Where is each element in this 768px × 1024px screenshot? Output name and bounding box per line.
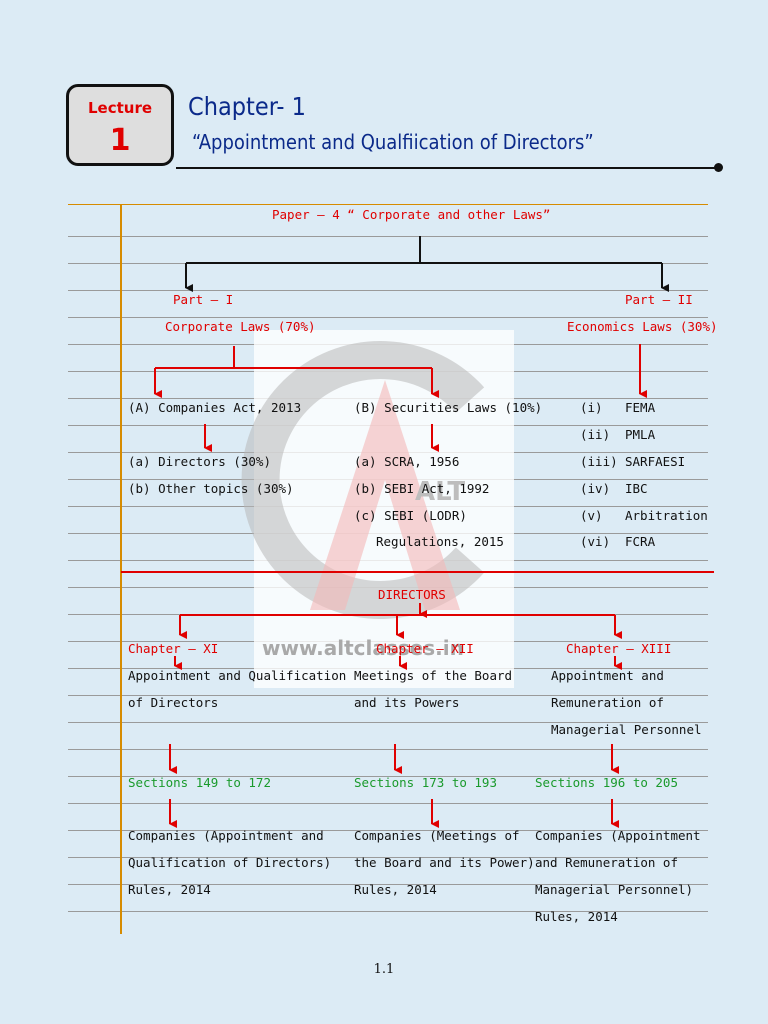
part2-name: Economics Laws (30%) bbox=[567, 319, 718, 334]
ruled-line bbox=[68, 803, 708, 804]
chapter-xiii-rules: Companies (Appointment bbox=[535, 828, 701, 843]
chapter-xi-desc: Appointment and Qualification bbox=[128, 668, 347, 683]
chapter-xii-desc: Meetings of the Board bbox=[354, 668, 513, 683]
lecture-number: 1 bbox=[109, 123, 131, 158]
ruled-line bbox=[68, 236, 708, 237]
part1-name: Corporate Laws (70%) bbox=[165, 319, 316, 334]
chapter-xii-desc: and its Powers bbox=[354, 695, 460, 710]
ruled-line bbox=[68, 695, 708, 696]
chapter-xii-rules: the Board and its Power) bbox=[354, 855, 535, 870]
chapter-xi-desc: of Directors bbox=[128, 695, 219, 710]
lecture-label: Lecture bbox=[87, 99, 153, 117]
chapter-xi-rules: Companies (Appointment and bbox=[128, 828, 324, 843]
paper-title: Paper – 4 “ Corporate and other Laws” bbox=[272, 207, 551, 222]
header-rule-dot bbox=[714, 163, 723, 172]
chapter-xiii-rules: and Remuneration of bbox=[535, 855, 678, 870]
chapter-xi-rules: Qualification of Directors) bbox=[128, 855, 332, 870]
header-rule bbox=[176, 167, 716, 169]
part2-label: Part – II bbox=[625, 292, 693, 307]
economics-item-num: (iii) bbox=[580, 454, 618, 469]
chapter-xiii-rules: Rules, 2014 bbox=[535, 909, 618, 924]
chapter-xii-sections: Sections 173 to 193 bbox=[354, 775, 497, 790]
chapter-xii-rules: Rules, 2014 bbox=[354, 882, 437, 897]
economics-item-name: PMLA bbox=[625, 427, 656, 442]
chapter-xii-rules: Companies (Meetings of bbox=[354, 828, 520, 843]
economics-item-num: (v) bbox=[580, 508, 603, 523]
ruled-line bbox=[68, 290, 708, 291]
ruled-line bbox=[68, 722, 708, 723]
securities-laws: (B) Securities Laws (10%) bbox=[354, 400, 543, 415]
economics-item-num: (iv) bbox=[580, 481, 611, 496]
chapter-xiii-desc: Managerial Personnel bbox=[551, 722, 702, 737]
companies-item: (b) Other topics (30%) bbox=[128, 481, 294, 496]
chapter-xi-sections: Sections 149 to 172 bbox=[128, 775, 271, 790]
margin-line bbox=[120, 204, 122, 934]
economics-item-name: FEMA bbox=[625, 400, 656, 415]
top-rule bbox=[68, 204, 708, 205]
chapter-xi-label: Chapter – XI bbox=[128, 641, 219, 656]
economics-item-num: (ii) bbox=[580, 427, 611, 442]
securities-item: (a) SCRA, 1956 bbox=[354, 454, 460, 469]
page-number: 1.1 bbox=[373, 962, 395, 977]
part1-label: Part – I bbox=[173, 292, 234, 307]
economics-item-name: FCRA bbox=[625, 534, 656, 549]
chapter-xii-label: Chapter – XII bbox=[376, 641, 474, 656]
watermark-logo-text: ALT bbox=[415, 477, 465, 507]
ruled-line bbox=[68, 317, 708, 318]
chapter-xiii-desc: Appointment and bbox=[551, 668, 664, 683]
economics-item-name: SARFAESI bbox=[625, 454, 686, 469]
ruled-line bbox=[68, 776, 708, 777]
chapter-title: Chapter- 1 bbox=[188, 92, 306, 121]
securities-item: (c) SEBI (LODR) bbox=[354, 508, 467, 523]
ruled-line bbox=[68, 857, 708, 858]
watermark-a-shape bbox=[310, 380, 460, 610]
watermark-c-shape bbox=[241, 341, 485, 619]
section-divider bbox=[121, 571, 714, 573]
ruled-line bbox=[68, 911, 708, 912]
chapter-xiii-label: Chapter – XIII bbox=[566, 641, 672, 656]
economics-item-name: IBC bbox=[625, 481, 648, 496]
chapter-xiii-desc: Remuneration of bbox=[551, 695, 664, 710]
economics-item-num: (vi) bbox=[580, 534, 611, 549]
companies-item: (a) Directors (30%) bbox=[128, 454, 271, 469]
ruled-line bbox=[68, 830, 708, 831]
watermark-url: www.altclasses.in bbox=[262, 636, 464, 660]
chapter-xiii-sections: Sections 196 to 205 bbox=[535, 775, 678, 790]
companies-act: (A) Companies Act, 2013 bbox=[128, 400, 302, 415]
directors-title: DIRECTORS bbox=[378, 587, 446, 602]
securities-item: Regulations, 2015 bbox=[376, 534, 504, 549]
ruled-line bbox=[68, 749, 708, 750]
lecture-badge: Lecture 1 bbox=[66, 84, 174, 166]
chapter-xi-rules: Rules, 2014 bbox=[128, 882, 211, 897]
economics-item-name: Arbitration bbox=[625, 508, 708, 523]
economics-item-num: (i) bbox=[580, 400, 603, 415]
chapter-xiii-rules: Managerial Personnel) bbox=[535, 882, 694, 897]
ruled-line bbox=[68, 884, 708, 885]
securities-item: (b) SEBI Act, 1992 bbox=[354, 481, 490, 496]
chapter-subtitle: “Appointment and Qualfiication of Direct… bbox=[192, 130, 594, 154]
